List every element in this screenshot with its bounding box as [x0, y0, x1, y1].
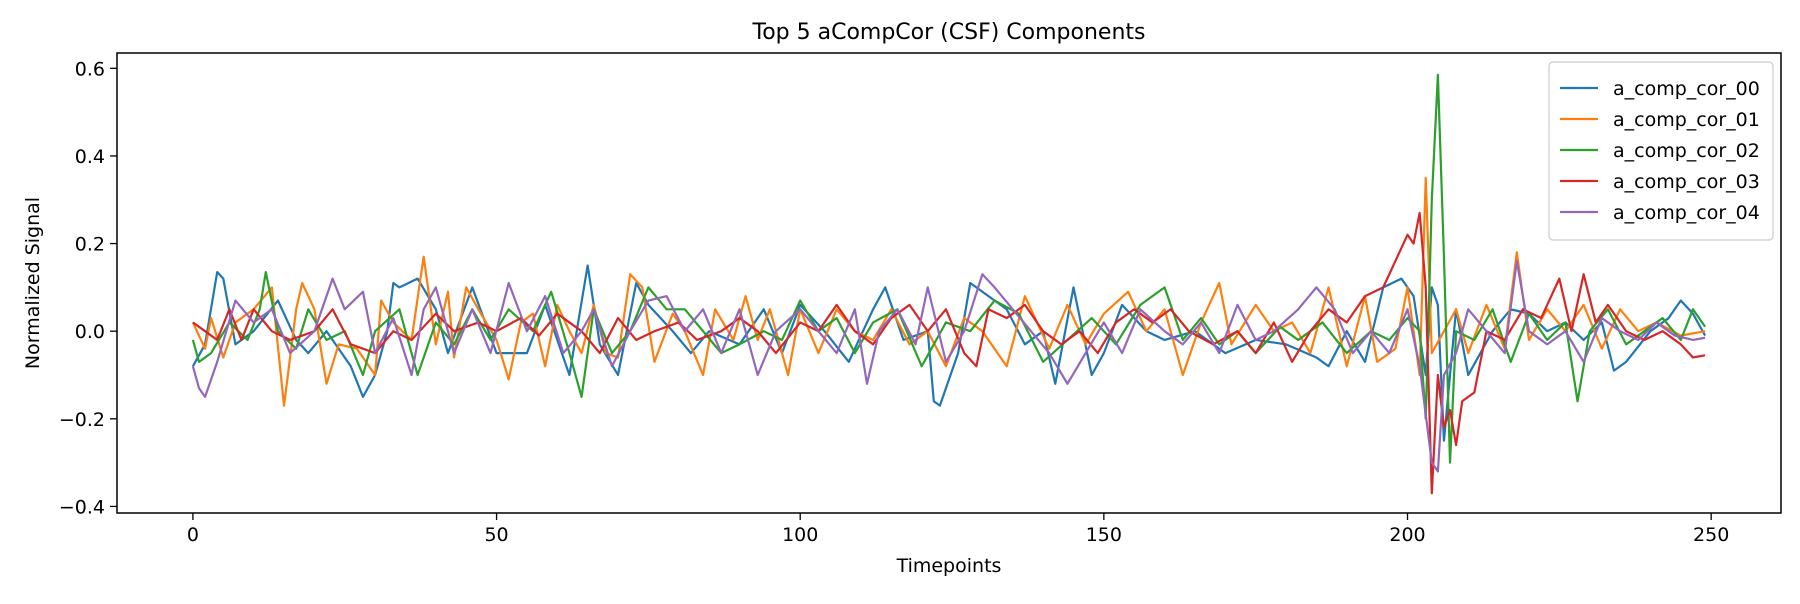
x-axis-ticks: 0 50 100 150 200 250	[187, 513, 1729, 546]
y-tick-label: 0.2	[75, 234, 105, 256]
series-line-a-comp-cor-04	[191, 260, 1706, 473]
y-tick-label: 0.4	[75, 146, 105, 168]
x-tick-label: 0	[187, 524, 199, 546]
legend-label: a_comp_cor_04	[1613, 202, 1760, 224]
series-layer	[191, 73, 1707, 495]
y-tick-label: −0.2	[59, 409, 105, 431]
x-tick-label: 100	[782, 524, 818, 546]
series-line-a-comp-cor-00	[191, 264, 1707, 442]
legend-label: a_comp_cor_02	[1613, 140, 1760, 162]
legend: a_comp_cor_00 a_comp_cor_01 a_comp_cor_02a…	[1548, 61, 1774, 241]
x-axis-label: Timepoints	[896, 555, 1002, 577]
series-line-a-comp-cor-03	[192, 211, 1706, 495]
x-tick-label: 50	[484, 524, 508, 546]
legend-label: a_comp_cor_03	[1613, 171, 1760, 193]
chart-title: Top 5 aCompCor (CSF) Components	[752, 20, 1146, 45]
series-line-a-comp-cor-02	[191, 73, 1706, 464]
legend-label: a_comp_cor_00	[1613, 78, 1760, 100]
legend-box	[1548, 61, 1774, 241]
x-tick-label: 250	[1693, 524, 1729, 546]
x-tick-label: 200	[1389, 524, 1425, 546]
y-axis-ticks: −0.4 −0.2 0.0 0.2 0.4 0.6	[59, 58, 117, 518]
y-tick-label: 0.0	[75, 321, 105, 343]
y-axis-label: Normalized Signal	[22, 197, 44, 369]
legend-label: a_comp_cor_01	[1613, 109, 1760, 131]
y-tick-label: −0.4	[59, 496, 105, 518]
y-tick-label: 0.6	[75, 58, 105, 80]
plot-area-frame	[116, 52, 1782, 514]
x-tick-label: 150	[1086, 524, 1122, 546]
